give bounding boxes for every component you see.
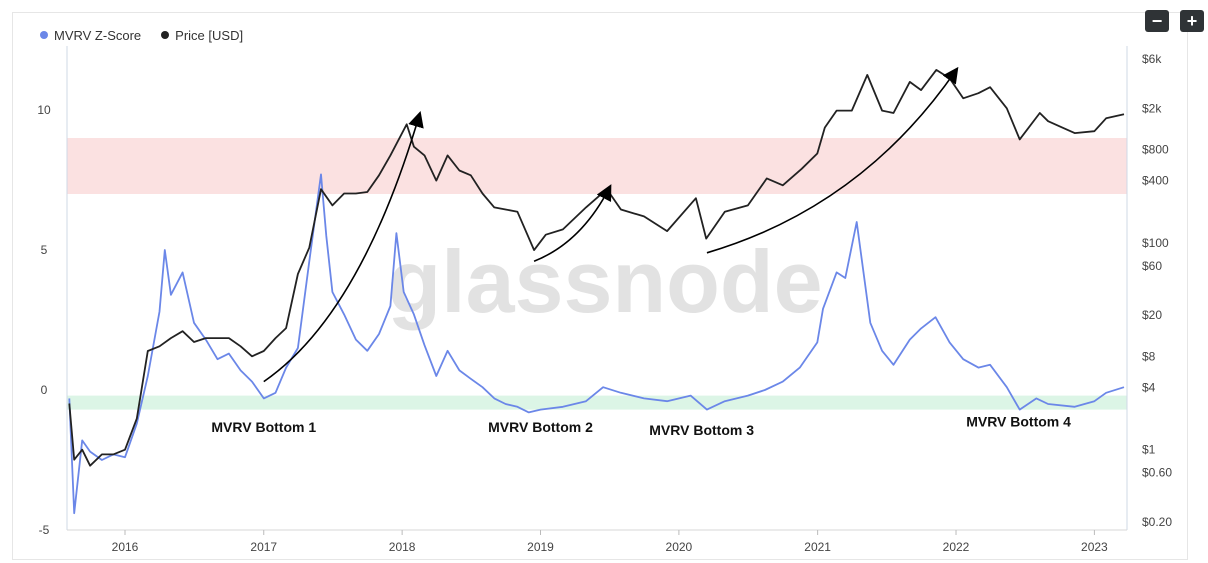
y-right-tick-label: $20 <box>1142 308 1162 322</box>
x-tick-label: 2019 <box>527 540 554 554</box>
x-tick-label: 2021 <box>804 540 831 554</box>
chart-card <box>12 12 1188 560</box>
x-tick-label: 2017 <box>250 540 277 554</box>
y-left-tick-label: -5 <box>39 523 50 537</box>
price-legend-dot <box>161 31 170 39</box>
y-right-tick-label: $60 <box>1142 259 1162 273</box>
watermark: glassnode <box>387 232 822 331</box>
x-tick-label: 2020 <box>666 540 693 554</box>
x-tick-label: 2022 <box>943 540 970 554</box>
y-right-tick-label: $0.60 <box>1142 466 1172 480</box>
x-tick-label: 2016 <box>112 540 139 554</box>
y-right-tick-label: $4 <box>1142 380 1156 394</box>
x-tick-label: 2023 <box>1081 540 1108 554</box>
y-right-tick-label: $8 <box>1142 349 1156 363</box>
y-right-tick-label: $100 <box>1142 236 1169 250</box>
price-line <box>68 69 1125 467</box>
zscore-legend-dot <box>40 31 48 39</box>
mvrv-bottom-label: MVRV Bottom 3 <box>649 422 754 438</box>
trend-arrow <box>533 184 612 262</box>
y-right-tick-label: $400 <box>1142 174 1169 188</box>
y-right-tick-label: $0.20 <box>1142 515 1172 529</box>
trend-arrow <box>263 110 424 383</box>
legend-label-price: Price [USD] <box>175 27 244 43</box>
y-right-tick-label: $6k <box>1142 52 1162 66</box>
red-zone-band <box>67 138 1127 194</box>
legend-item-price[interactable]: Price [USD] <box>161 26 243 44</box>
trend-arrow <box>706 66 959 254</box>
zoom-out-button[interactable]: − <box>1145 10 1169 32</box>
green-zone-band <box>67 395 1127 410</box>
mvrv-bottom-label: MVRV Bottom 4 <box>966 413 1071 429</box>
mvrv-zscore-line <box>68 173 1125 515</box>
legend-label-zscore: MVRV Z-Score <box>54 27 142 43</box>
y-right-tick-label: $1 <box>1142 443 1156 457</box>
y-right-tick-label: $2k <box>1142 101 1162 115</box>
x-tick-label: 2018 <box>389 540 416 554</box>
legend-item-zscore[interactable]: MVRV Z-Score <box>40 26 141 44</box>
mvrv-bottom-label: MVRV Bottom 1 <box>211 419 316 435</box>
legend: MVRV Z-Score Price [USD] <box>40 26 243 44</box>
y-left-tick-label: 10 <box>37 103 51 117</box>
zoom-in-button[interactable]: + <box>1180 10 1204 32</box>
mvrv-bottom-label: MVRV Bottom 2 <box>488 419 593 435</box>
y-left-tick-label: 0 <box>41 383 48 397</box>
y-left-tick-label: 5 <box>41 243 48 257</box>
y-right-tick-label: $800 <box>1142 142 1169 156</box>
